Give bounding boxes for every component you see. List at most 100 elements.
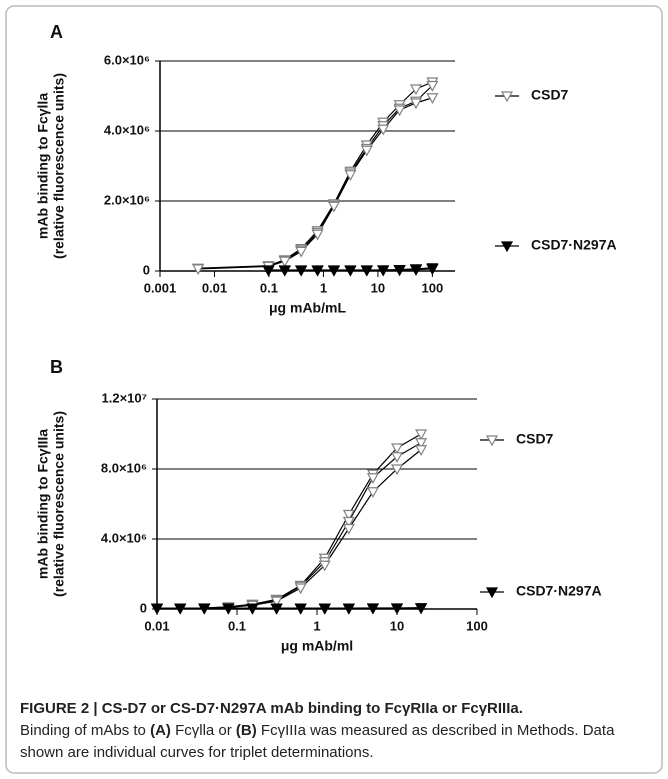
curve bbox=[157, 449, 422, 609]
point bbox=[415, 429, 428, 441]
y-tick-label: 2.0×10⁶ bbox=[104, 192, 150, 207]
x-tick-label: 1 bbox=[313, 618, 320, 633]
point bbox=[426, 264, 439, 276]
caption-part: Fcγlla or bbox=[170, 722, 236, 739]
point bbox=[318, 603, 331, 615]
x-tick-label: 0.001 bbox=[144, 280, 177, 295]
point bbox=[390, 464, 404, 476]
point bbox=[295, 246, 308, 258]
point bbox=[390, 603, 404, 615]
point bbox=[344, 170, 357, 181]
point bbox=[393, 105, 406, 117]
y-tick-label: 4.0×10⁶ bbox=[101, 530, 147, 545]
point bbox=[366, 473, 379, 484]
point bbox=[366, 603, 379, 615]
x-tick-label: 10 bbox=[371, 280, 385, 295]
panel-label: A bbox=[50, 22, 63, 42]
point bbox=[360, 145, 373, 157]
point bbox=[390, 443, 404, 455]
x-tick-label: 100 bbox=[466, 618, 488, 633]
point bbox=[294, 583, 307, 595]
caption-part: (B) bbox=[235, 722, 257, 739]
point bbox=[222, 603, 235, 615]
x-tick-label: 0.1 bbox=[228, 618, 246, 633]
point bbox=[409, 265, 423, 276]
y-tick-label: 6.0×10⁶ bbox=[104, 52, 150, 67]
y-tick-label: 1.2×10⁷ bbox=[102, 390, 148, 405]
point bbox=[327, 201, 340, 213]
x-tick-label: 0.1 bbox=[260, 280, 278, 295]
y-tick-label: 4.0×10⁶ bbox=[104, 122, 150, 137]
caption-title: FIGURE 2 | CS-D7 or CS-D7·N297A mAb bind… bbox=[20, 700, 523, 717]
point bbox=[246, 603, 259, 615]
point bbox=[426, 93, 439, 104]
point bbox=[366, 487, 379, 498]
point bbox=[342, 509, 355, 521]
point bbox=[342, 523, 355, 535]
point bbox=[327, 265, 340, 277]
x-tick-label: 100 bbox=[422, 280, 444, 295]
x-axis-label: μg mAb/ml bbox=[281, 638, 353, 654]
point bbox=[415, 445, 428, 456]
y-tick-label: 8.0×10⁶ bbox=[101, 460, 147, 475]
point bbox=[278, 265, 291, 277]
point bbox=[270, 596, 283, 608]
x-axis-label: μg mAb/mL bbox=[269, 300, 346, 316]
point bbox=[150, 603, 164, 615]
point bbox=[409, 98, 423, 110]
point bbox=[198, 603, 211, 615]
caption-part: (A) bbox=[150, 722, 171, 739]
y-axis-label: (relative fluorescence units) bbox=[51, 73, 67, 259]
point bbox=[278, 256, 291, 268]
x-tick-label: 1 bbox=[320, 280, 327, 295]
y-tick-label: 0 bbox=[140, 600, 147, 615]
x-tick-label: 0.01 bbox=[144, 618, 169, 633]
caption-part: Binding of mAbs to bbox=[20, 722, 151, 739]
point bbox=[311, 229, 324, 241]
curve bbox=[198, 97, 433, 270]
point bbox=[342, 603, 355, 615]
point bbox=[342, 516, 355, 528]
point bbox=[262, 265, 275, 277]
y-axis-label: (relative fluorescence units) bbox=[51, 411, 67, 597]
point bbox=[415, 438, 428, 449]
curve bbox=[156, 442, 422, 609]
point bbox=[360, 265, 373, 277]
point bbox=[426, 80, 439, 92]
legend-label: CSD7·N297A bbox=[516, 583, 602, 599]
x-tick-label: 0.01 bbox=[202, 280, 227, 295]
caption: FIGURE 2 | CS-D7 or CS-D7·N297A mAb bind… bbox=[20, 698, 650, 764]
point bbox=[409, 84, 423, 96]
y-axis-label: mAb binding to FcγIIIa bbox=[35, 429, 51, 579]
point bbox=[377, 124, 390, 136]
point bbox=[390, 452, 404, 463]
y-tick-label: 0 bbox=[143, 262, 150, 277]
point bbox=[174, 603, 187, 615]
legend-marker bbox=[485, 587, 499, 599]
point bbox=[415, 603, 428, 615]
legend-label: CSD7·N297A bbox=[531, 237, 617, 253]
legend-marker bbox=[500, 241, 514, 253]
point bbox=[377, 265, 390, 277]
point bbox=[311, 265, 324, 277]
point bbox=[318, 560, 331, 572]
point bbox=[344, 265, 357, 277]
x-tick-label: 10 bbox=[390, 618, 404, 633]
point bbox=[393, 265, 406, 277]
point bbox=[294, 603, 307, 615]
legend-marker bbox=[485, 435, 499, 447]
point bbox=[270, 603, 283, 615]
caption-text: Binding of mAbs to (A) Fcγlla or (B) Fcγ… bbox=[20, 720, 650, 764]
caption-part: FcγIIIa was measured as described in Met… bbox=[20, 722, 615, 761]
y-axis-label: mAb binding to Fcγlla bbox=[35, 93, 51, 239]
legend-label: CSD7 bbox=[531, 87, 569, 103]
panel-label: B bbox=[50, 357, 63, 377]
curve bbox=[157, 433, 422, 609]
point bbox=[192, 264, 205, 276]
legend-label: CSD7 bbox=[516, 431, 554, 447]
legend-marker bbox=[500, 91, 514, 103]
frame bbox=[5, 5, 663, 774]
point bbox=[295, 265, 308, 277]
